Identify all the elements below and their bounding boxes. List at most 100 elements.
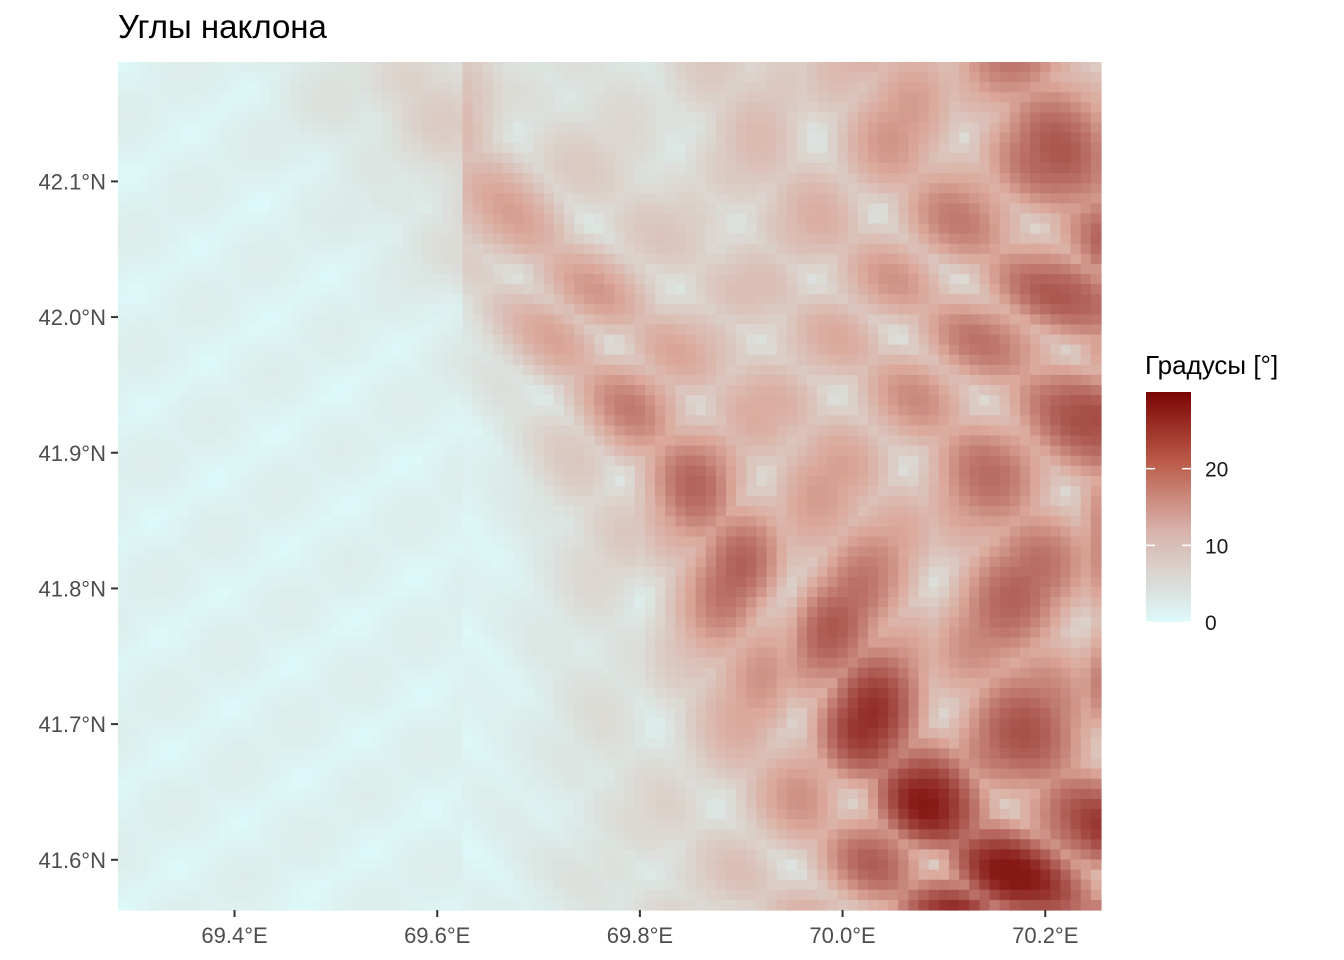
- raster-cell: [634, 62, 646, 73]
- raster-cell: [928, 435, 940, 447]
- raster-cell: [249, 253, 261, 265]
- raster-cell: [1060, 354, 1072, 366]
- raster-cell: [391, 354, 403, 366]
- raster-cell: [604, 263, 616, 275]
- raster-cell: [948, 132, 960, 144]
- raster-cell: [371, 173, 383, 184]
- raster-cell: [249, 576, 261, 588]
- raster-cell: [1050, 62, 1062, 73]
- raster-cell: [715, 415, 727, 427]
- raster-cell: [310, 62, 322, 73]
- raster-cell: [969, 112, 980, 124]
- raster-cell: [1009, 223, 1021, 235]
- raster-cell: [1070, 566, 1082, 578]
- raster-cell: [1090, 173, 1102, 184]
- raster-cell: [705, 72, 717, 83]
- raster-cell: [199, 82, 210, 93]
- raster-cell: [1040, 173, 1051, 184]
- raster-cell: [340, 536, 352, 548]
- raster-cell: [442, 253, 454, 265]
- raster-cell: [482, 405, 494, 416]
- raster-cell: [523, 132, 535, 144]
- raster-cell: [401, 314, 413, 326]
- raster-cell: [746, 92, 758, 103]
- raster-cell: [1009, 556, 1021, 568]
- raster-cell: [563, 304, 575, 315]
- raster-cell: [492, 82, 504, 93]
- raster-cell: [1040, 152, 1051, 164]
- raster-cell: [918, 274, 930, 285]
- raster-cell: [472, 213, 484, 225]
- raster-cell: [948, 203, 960, 215]
- raster-cell: [259, 374, 271, 386]
- raster-cell: [229, 506, 241, 517]
- raster-cell: [614, 162, 626, 174]
- raster-cell: [300, 173, 312, 184]
- raster-cell: [644, 72, 656, 83]
- raster-cell: [138, 173, 149, 184]
- raster-cell: [492, 455, 504, 467]
- raster-cell: [1090, 193, 1102, 204]
- raster-cell: [644, 304, 656, 315]
- raster-cell: [330, 516, 342, 527]
- raster-cell: [310, 445, 322, 457]
- raster-cell: [644, 102, 656, 114]
- raster-cell: [979, 516, 991, 527]
- raster-cell: [979, 506, 991, 517]
- raster-cell: [979, 425, 991, 437]
- raster-cell: [381, 213, 393, 225]
- raster-cell: [209, 294, 220, 305]
- raster-cell: [665, 243, 676, 255]
- raster-cell: [857, 465, 869, 477]
- raster-cell: [1070, 526, 1082, 538]
- raster-cell: [695, 354, 707, 366]
- raster-cell: [644, 344, 656, 356]
- raster-cell: [432, 92, 443, 103]
- raster-cell: [188, 425, 200, 437]
- raster-cell: [199, 364, 210, 376]
- raster-cell: [989, 344, 1001, 356]
- raster-cell: [969, 536, 980, 548]
- raster-cell: [178, 354, 190, 366]
- raster-cell: [979, 364, 991, 376]
- raster-cell: [756, 536, 768, 548]
- raster-cell: [138, 526, 149, 538]
- raster-cell: [1050, 304, 1062, 315]
- raster-cell: [1060, 496, 1072, 507]
- raster-cell: [776, 62, 788, 73]
- raster-cell: [584, 284, 595, 295]
- raster-cell: [148, 415, 160, 427]
- raster-cell: [432, 455, 443, 467]
- raster-cell: [867, 465, 879, 477]
- raster-cell: [138, 72, 149, 83]
- raster-cell: [989, 475, 1001, 487]
- raster-cell: [746, 152, 758, 164]
- raster-cell: [138, 213, 149, 225]
- raster-cell: [462, 465, 474, 477]
- raster-cell: [553, 253, 565, 265]
- raster-cell: [168, 294, 180, 305]
- raster-cell: [1060, 415, 1072, 427]
- raster-cell: [351, 354, 362, 366]
- raster-cell: [533, 405, 545, 416]
- raster-cell: [766, 102, 778, 114]
- raster-cell: [1019, 415, 1031, 427]
- raster-cell: [655, 253, 666, 265]
- raster-cell: [655, 233, 666, 245]
- raster-cell: [1060, 152, 1072, 164]
- raster-cell: [452, 334, 464, 346]
- raster-cell: [543, 516, 555, 527]
- raster-cell: [675, 173, 687, 184]
- raster-cell: [482, 566, 494, 578]
- raster-cell: [442, 213, 454, 225]
- raster-cell: [300, 364, 312, 376]
- raster-cell: [452, 455, 464, 467]
- raster-cell: [644, 82, 656, 93]
- raster-cell: [979, 556, 991, 568]
- raster-cell: [584, 324, 595, 336]
- raster-cell: [1080, 274, 1092, 285]
- raster-cell: [918, 82, 930, 93]
- raster-cell: [948, 213, 960, 225]
- raster-cell: [320, 112, 332, 124]
- raster-cell: [847, 465, 859, 477]
